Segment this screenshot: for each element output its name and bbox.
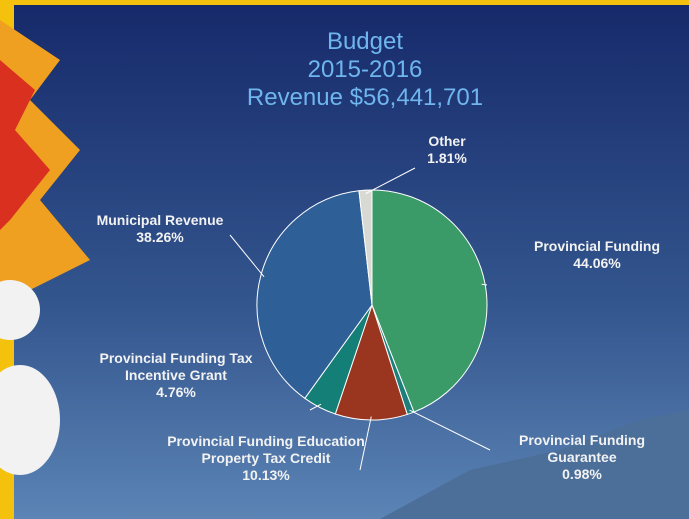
slice-label: Provincial Funding 44.06%	[512, 238, 682, 272]
chart-title: Budget 2015-2016 Revenue $56,441,701	[215, 28, 515, 112]
cloud	[0, 280, 40, 340]
slice-value: 38.26%	[136, 229, 184, 245]
slice-label: Other 1.81%	[417, 133, 477, 167]
title-line: 2015-2016	[307, 56, 423, 83]
top-border	[0, 0, 689, 5]
slice-value: 44.06%	[573, 255, 621, 271]
slice-name: Provincial Funding Education Property Ta…	[167, 433, 365, 466]
pie-slice	[334, 303, 408, 421]
leader-line	[229, 234, 265, 278]
slice-name: Other	[428, 133, 466, 149]
leaders	[229, 167, 491, 471]
slice-label: Provincial Funding Tax Incentive Grant 4.…	[86, 350, 266, 401]
mountains	[380, 410, 689, 519]
slice-name: Municipal Revenue	[96, 212, 224, 228]
slice-value: 10.13%	[242, 467, 290, 483]
slice-value: 1.81%	[427, 150, 467, 166]
leader-line	[359, 416, 372, 471]
leader-line	[409, 409, 491, 451]
slice-name: Provincial Funding	[533, 238, 660, 254]
slice-name: Provincial Funding Tax Incentive Grant	[99, 350, 253, 383]
title-line: Revenue $56,441,701	[246, 84, 484, 111]
pie-slice	[256, 190, 373, 400]
leader-line	[481, 283, 488, 286]
title-line: Budget	[326, 28, 404, 55]
slice-value: 0.98%	[562, 466, 602, 482]
slice-label: Municipal Revenue 38.26%	[70, 212, 250, 246]
leader-line	[309, 403, 322, 411]
leader-line	[365, 167, 416, 195]
decoration	[0, 60, 50, 230]
slice-value: 4.76%	[156, 384, 196, 400]
pie-slice	[371, 189, 488, 413]
pie	[256, 189, 488, 421]
slice-name: Provincial Funding Guarantee	[518, 432, 645, 465]
cloud	[0, 365, 60, 475]
slice-label: Provincial Funding Guarantee 0.98%	[497, 432, 667, 483]
slice-label: Provincial Funding Education Property Ta…	[161, 433, 371, 484]
